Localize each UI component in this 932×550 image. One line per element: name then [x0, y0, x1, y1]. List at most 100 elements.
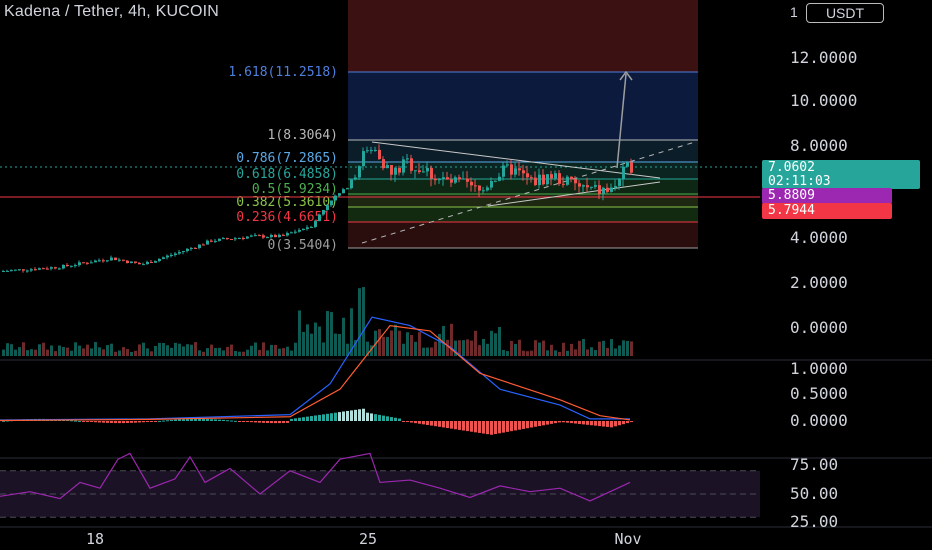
- macd-histogram-bar: [198, 418, 201, 421]
- candle-body: [154, 261, 157, 263]
- volume-bar: [90, 348, 93, 356]
- volume-bar: [418, 332, 421, 356]
- candle-body: [170, 254, 173, 256]
- volume-bar: [238, 351, 241, 356]
- macd-histogram-bar: [438, 421, 441, 427]
- candle-body: [462, 178, 465, 180]
- volume-bar: [530, 350, 533, 356]
- volume-bar: [622, 340, 625, 356]
- macd-histogram-bar: [566, 421, 569, 423]
- volume-bar: [570, 343, 573, 356]
- volume-bar: [194, 342, 197, 356]
- volume-bar: [206, 348, 209, 356]
- fib-zone-0236: [348, 222, 698, 248]
- macd-histogram-bar: [130, 421, 133, 423]
- candle-body: [14, 269, 17, 271]
- candle-body: [142, 264, 145, 266]
- macd-histogram-bar: [134, 421, 137, 423]
- macd-histogram-bar: [578, 421, 581, 424]
- currency-unit-button[interactable]: USDT: [806, 3, 884, 23]
- volume-bar: [370, 345, 373, 356]
- candle-body: [254, 235, 257, 237]
- rsi-tick-label: 25.00: [790, 512, 838, 531]
- candle-body: [114, 257, 117, 261]
- volume-bar: [242, 351, 245, 356]
- macd-histogram-bar: [386, 416, 389, 421]
- macd-histogram-bar: [150, 421, 153, 422]
- macd-histogram-bar: [110, 421, 113, 424]
- macd-histogram-bar: [230, 420, 233, 422]
- volume-bar: [466, 339, 469, 356]
- candle-body: [354, 177, 357, 180]
- symbol-title[interactable]: Kadena / Tether, 4h, KUCOIN: [4, 3, 220, 20]
- macd-histogram-bar: [282, 421, 285, 424]
- macd-histogram-bar: [86, 421, 89, 422]
- volume-bar: [602, 340, 605, 356]
- volume-bar: [78, 345, 81, 356]
- volume-bar: [166, 345, 169, 356]
- macd-histogram-bar: [478, 421, 481, 433]
- volume-bar: [618, 345, 621, 356]
- candle-body: [630, 162, 633, 173]
- volume-bar: [178, 343, 181, 356]
- fib-zone-05: [348, 194, 698, 207]
- volume-bar: [510, 340, 513, 356]
- volume-bar: [214, 348, 217, 356]
- candle-body: [514, 168, 517, 175]
- volume-bar: [302, 331, 305, 356]
- candle-body: [374, 149, 377, 151]
- candle-body: [594, 185, 597, 187]
- candle-body: [278, 234, 281, 238]
- volume-bar: [494, 333, 497, 356]
- volume-bar: [394, 324, 397, 356]
- macd-histogram-bar: [118, 421, 121, 424]
- volume-bar: [102, 349, 105, 356]
- macd-histogram-bar: [466, 421, 469, 432]
- volume-bar: [538, 342, 541, 356]
- macd-histogram-bar: [330, 413, 333, 421]
- macd-histogram-bar: [494, 421, 497, 435]
- macd-histogram-bar: [218, 419, 221, 421]
- macd-histogram-bar: [446, 421, 449, 429]
- macd-histogram-bar: [410, 421, 413, 423]
- candle-body: [246, 236, 249, 239]
- fib-level-label: 1(8.3064): [268, 128, 338, 143]
- macd-histogram-bar: [418, 421, 421, 424]
- volume-bar: [250, 345, 253, 356]
- candle-body: [226, 238, 229, 240]
- candle-body: [230, 239, 233, 241]
- candle-body: [602, 187, 605, 194]
- volume-bar: [98, 347, 101, 356]
- candle-body: [326, 205, 329, 210]
- volume-bar: [138, 344, 141, 356]
- candle-body: [610, 187, 613, 192]
- macd-histogram-bar: [210, 419, 213, 421]
- candle-body: [506, 164, 509, 166]
- macd-histogram-bar: [570, 421, 573, 424]
- candle-body: [38, 268, 41, 270]
- volume-bar: [390, 330, 393, 356]
- volume-bar: [630, 341, 633, 356]
- time-axis-label: 25: [359, 530, 377, 548]
- candle-body: [10, 270, 13, 272]
- candle-body: [198, 244, 201, 248]
- price-scale-unit-prefix: 1: [790, 4, 798, 20]
- candle-body: [322, 209, 325, 215]
- candle-body: [102, 260, 105, 262]
- candle-body: [366, 150, 369, 152]
- volume-bar: [346, 343, 349, 356]
- volume-bar: [174, 342, 177, 356]
- candle-body: [190, 247, 193, 249]
- candle-body: [622, 166, 625, 180]
- macd-line: [0, 316, 630, 421]
- macd-histogram-bar: [114, 421, 117, 424]
- candle-body: [346, 188, 349, 190]
- volume-bar: [54, 351, 57, 356]
- macd-histogram-bar: [246, 421, 249, 422]
- macd-histogram-bar: [422, 421, 425, 425]
- volume-bar: [230, 344, 233, 356]
- macd-histogram-bar: [182, 419, 185, 421]
- projection-arrow: [616, 73, 627, 169]
